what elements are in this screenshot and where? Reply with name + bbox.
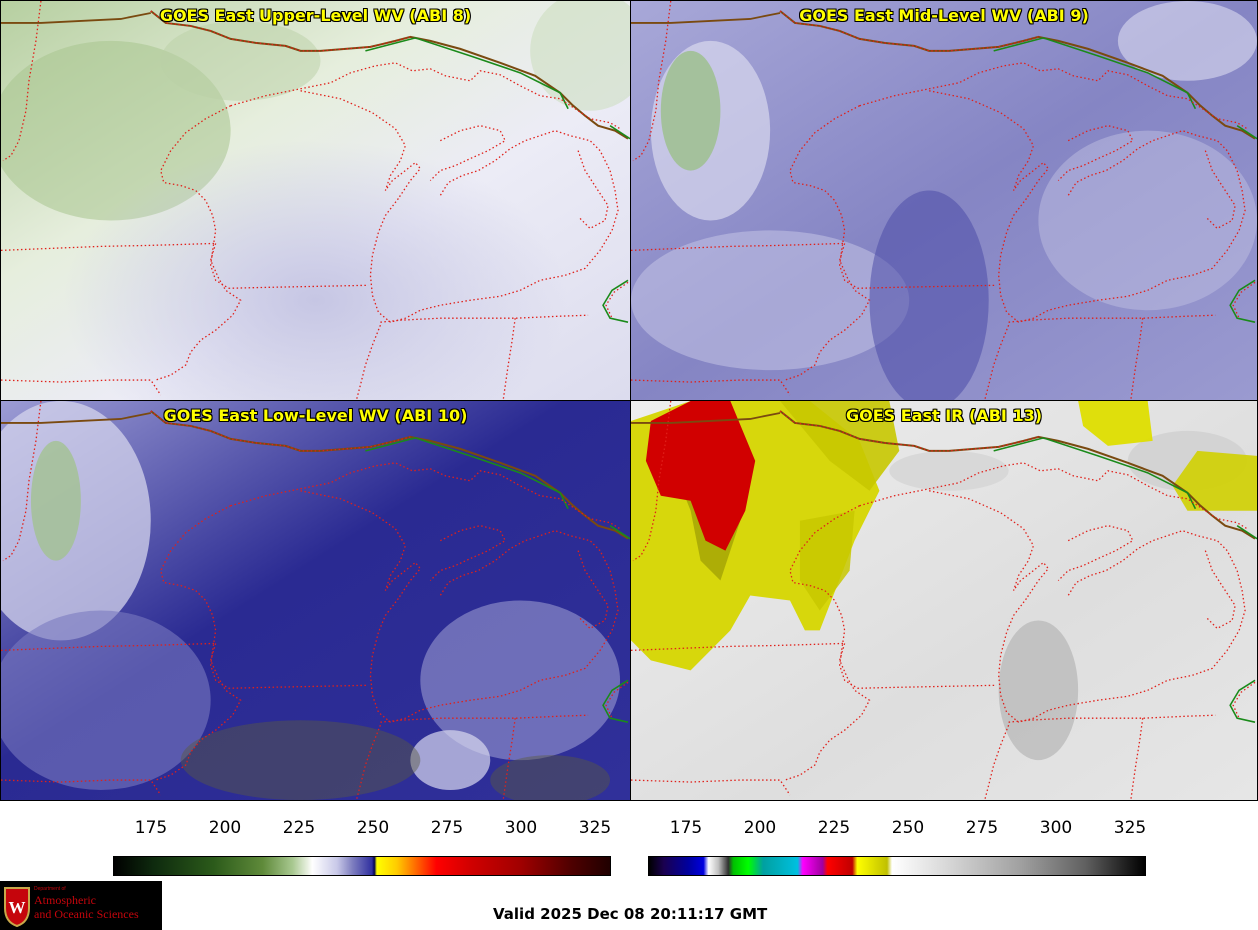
panel-low-level-wv: GOES East Low-Level WV (ABI 10)	[0, 400, 631, 801]
wv-colorbar-ticks: 175 200 225 250 275 300 325	[113, 818, 611, 844]
tick-label: 325	[578, 818, 612, 838]
panel-ir: GOES East IR (ABI 13)	[630, 400, 1258, 801]
panel-title: GOES East Low-Level WV (ABI 10)	[163, 406, 468, 425]
tick-label: 300	[1039, 818, 1073, 838]
tick-label: 300	[504, 818, 538, 838]
tick-label: 225	[817, 818, 851, 838]
tick-label: 225	[282, 818, 316, 838]
panel-upper-level-wv: GOES East Upper-Level WV (ABI 8)	[0, 0, 631, 401]
tick-label: 200	[208, 818, 242, 838]
ir-colorbar-ticks: 175 200 225 250 275 300 325	[648, 818, 1146, 844]
tick-label: 200	[743, 818, 777, 838]
ir-colorbar-gradient	[648, 856, 1146, 876]
tick-label: 175	[134, 818, 168, 838]
logo-line1: Atmospheric	[34, 893, 96, 907]
tick-label: 275	[430, 818, 464, 838]
wv-colorbar: 175 200 225 250 275 300 325	[113, 818, 611, 878]
panel-title: GOES East IR (ABI 13)	[845, 406, 1043, 425]
panel-mid-level-wv: GOES East Mid-Level WV (ABI 9)	[630, 0, 1258, 401]
ir-colorbar: 175 200 225 250 275 300 325	[648, 818, 1146, 878]
svg-text:W: W	[9, 898, 26, 917]
tick-label: 250	[356, 818, 390, 838]
uw-crest-icon: W	[4, 887, 30, 928]
wv-colorbar-gradient	[113, 856, 611, 876]
logo-dept: Department of	[34, 886, 66, 892]
panel-title: GOES East Mid-Level WV (ABI 9)	[799, 6, 1089, 25]
panel-title: GOES East Upper-Level WV (ABI 8)	[159, 6, 472, 25]
tick-label: 325	[1113, 818, 1147, 838]
mid-level-wv-imagery	[631, 1, 1257, 400]
aos-logo: W Department of Atmospheric and Oceanic …	[0, 881, 162, 930]
ir-imagery	[631, 401, 1257, 800]
tick-label: 175	[669, 818, 703, 838]
logo-line2: and Oceanic Sciences	[34, 907, 139, 921]
tick-label: 275	[965, 818, 999, 838]
valid-time: Valid 2025 Dec 08 20:11:17 GMT	[493, 905, 768, 923]
tick-label: 250	[891, 818, 925, 838]
upper-level-wv-imagery	[1, 1, 630, 400]
low-level-wv-imagery	[1, 401, 630, 800]
